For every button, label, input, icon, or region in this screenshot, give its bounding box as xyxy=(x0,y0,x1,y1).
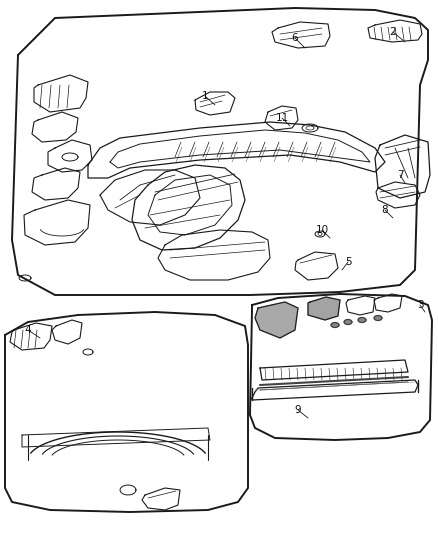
Text: 10: 10 xyxy=(315,225,328,235)
Text: 3: 3 xyxy=(417,300,423,310)
Text: 11: 11 xyxy=(276,113,289,123)
Text: 9: 9 xyxy=(295,405,301,415)
Text: 8: 8 xyxy=(381,205,389,215)
Polygon shape xyxy=(255,302,298,338)
Text: 4: 4 xyxy=(25,325,31,335)
Polygon shape xyxy=(358,318,366,322)
Text: 1: 1 xyxy=(201,91,208,101)
Text: 6: 6 xyxy=(292,33,298,43)
Text: 5: 5 xyxy=(345,257,351,267)
Polygon shape xyxy=(331,322,339,327)
Text: 7: 7 xyxy=(397,170,403,180)
Polygon shape xyxy=(344,319,352,325)
Text: 2: 2 xyxy=(390,27,396,37)
Polygon shape xyxy=(374,316,382,320)
Polygon shape xyxy=(308,297,340,320)
